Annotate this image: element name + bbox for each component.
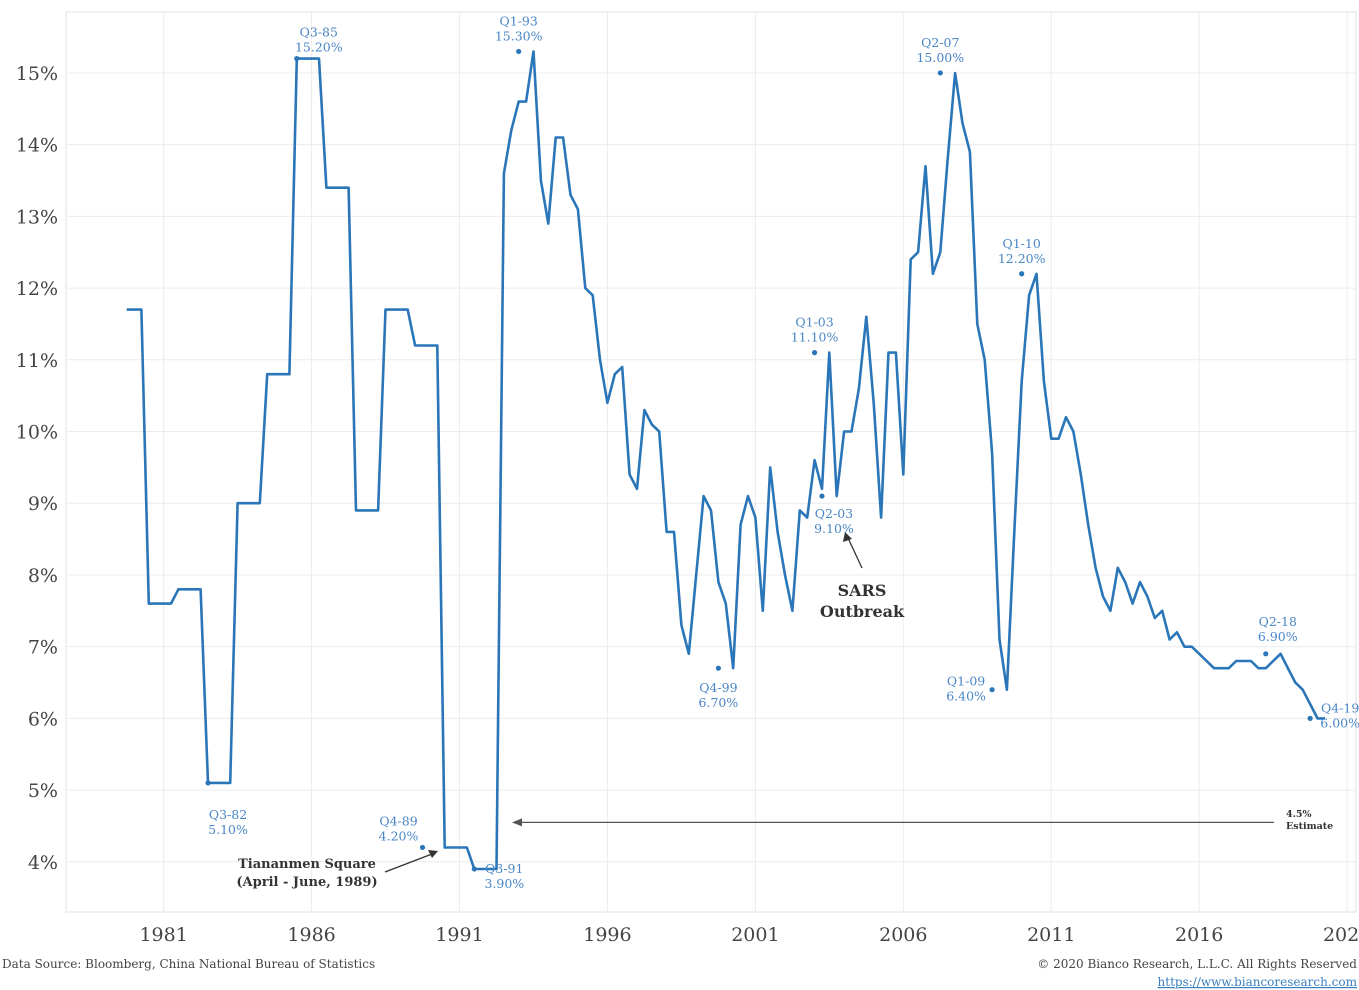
- annotation-value: 6.40%: [946, 689, 986, 704]
- tiananmen-note: Tiananmen Square (April - June, 1989): [236, 850, 438, 890]
- x-tick-label: 2011: [1027, 924, 1075, 946]
- annotation-value: 12.20%: [998, 251, 1046, 266]
- x-tick-label: 2021: [1323, 924, 1359, 946]
- x-axis: 1981 1986 1991 1996 2001 2006 2011 2016 2021: [139, 924, 1359, 946]
- y-tick-label: 5%: [28, 780, 58, 802]
- annotation-point: [989, 687, 995, 693]
- annotation-quarter: Q4-99: [699, 680, 737, 695]
- y-tick-label: 13%: [16, 206, 58, 228]
- x-tick-label: 1991: [435, 924, 483, 946]
- sars-arrow: [847, 537, 863, 569]
- annotation-quarter: Q2-07: [921, 35, 959, 50]
- sars-note-line-1: SARS: [838, 581, 887, 600]
- sars-note: SARS Outbreak: [820, 532, 905, 621]
- annotation-quarter: Q1-03: [795, 315, 833, 330]
- annotation-q3-91: Q3-913.90%: [484, 861, 524, 891]
- x-tick-label: 2001: [731, 924, 779, 946]
- tiananmen-arrowhead: [428, 850, 438, 858]
- estimate-arrowhead: [512, 818, 522, 827]
- annotation-value: 6.00%: [1320, 715, 1359, 730]
- estimate-note-line-2: Estimate: [1286, 821, 1333, 832]
- annotation-point: [419, 844, 426, 851]
- annotation-point: [471, 866, 477, 872]
- annotation-point: [294, 56, 300, 62]
- sars-arrowhead: [843, 532, 852, 542]
- annotation-q2-18: Q2-186.90%: [1258, 614, 1298, 644]
- annotation-value: 11.10%: [791, 330, 839, 345]
- annotation-value: 15.20%: [295, 40, 343, 55]
- annotation-quarter: Q1-09: [947, 674, 985, 689]
- y-tick-label: 4%: [28, 852, 58, 874]
- annotation-value: 6.70%: [699, 695, 739, 710]
- y-tick-label: 15%: [16, 63, 58, 85]
- y-tick-label: 11%: [16, 350, 58, 372]
- annotation-q3-82: Q3-825.10%: [208, 807, 248, 837]
- annotation-quarter: Q3-91: [485, 861, 523, 876]
- annotation-point: [516, 48, 522, 55]
- y-tick-label: 8%: [28, 565, 58, 587]
- annotation-quarter: Q3-85: [300, 25, 338, 40]
- annotation-point: [819, 493, 825, 499]
- gdp-line: [126, 50, 1325, 871]
- y-tick-label: 12%: [16, 278, 58, 300]
- tiananmen-note-line-1: Tiananmen Square: [238, 857, 376, 872]
- annotation-value: 5.10%: [208, 822, 248, 837]
- annotation-quarter: Q1-10: [1002, 236, 1040, 251]
- annotation-markers: [205, 48, 1313, 872]
- x-tick-label: 2006: [879, 924, 927, 946]
- sars-note-line-2: Outbreak: [820, 602, 905, 621]
- annotation-quarter: Q3-82: [209, 807, 247, 822]
- website-link[interactable]: https://www.biancoresearch.com: [1158, 975, 1358, 989]
- annotation-q4-19: Q4-196.00%: [1320, 700, 1359, 730]
- annotation-point: [937, 70, 943, 76]
- annotation-point: [715, 665, 721, 671]
- y-tick-label: 10%: [16, 422, 58, 444]
- y-tick-label: 9%: [28, 493, 58, 515]
- y-tick-label: 6%: [28, 708, 58, 730]
- annotation-q2-03: Q2-039.10%: [814, 506, 854, 536]
- annotation-value: 4.20%: [379, 828, 419, 843]
- annotation-value: 3.90%: [484, 876, 524, 891]
- annotation-value: 6.90%: [1258, 629, 1298, 644]
- x-tick-label: 1996: [583, 924, 631, 946]
- annotation-value: 9.10%: [814, 521, 854, 536]
- tiananmen-arrow: [384, 853, 433, 873]
- annotation-point: [811, 350, 818, 356]
- plot-area: [65, 11, 1357, 913]
- annotation-value: 15.30%: [495, 28, 543, 43]
- y-tick-label: 14%: [16, 135, 58, 157]
- x-tick-label: 1981: [139, 924, 187, 946]
- annotation-quarter: Q4-89: [379, 813, 417, 828]
- data-source: Data Source: Bloomberg, China National B…: [2, 957, 375, 971]
- annotation-point: [1019, 271, 1025, 277]
- estimate-note: 4.5% Estimate: [512, 809, 1333, 832]
- annotation-value: 15.00%: [916, 50, 964, 65]
- annotation-q4-89: Q4-894.20%: [379, 813, 419, 843]
- annotation-q1-09: Q1-096.40%: [946, 674, 986, 704]
- annotation-point: [1263, 651, 1269, 657]
- y-axis: 4% 5% 6% 7% 8% 9% 10% 11% 12% 13% 14% 15%: [16, 63, 58, 874]
- annotation-point: [1307, 715, 1313, 721]
- annotation-quarter: Q1-93: [500, 13, 538, 28]
- tiananmen-note-line-2: (April - June, 1989): [236, 875, 377, 890]
- x-tick-label: 2016: [1175, 924, 1223, 946]
- annotation-quarter: Q4-19: [1321, 700, 1359, 715]
- copyright: © 2020 Bianco Research, L.L.C. All Right…: [1037, 957, 1357, 971]
- annotation-q4-99: Q4-996.70%: [699, 680, 739, 710]
- annotation-quarter: Q2-03: [815, 506, 853, 521]
- annotation-point: [205, 780, 211, 786]
- y-tick-label: 7%: [28, 637, 58, 659]
- estimate-note-line-1: 4.5%: [1286, 809, 1312, 820]
- annotation-quarter: Q2-18: [1259, 614, 1297, 629]
- x-tick-label: 1986: [287, 924, 335, 946]
